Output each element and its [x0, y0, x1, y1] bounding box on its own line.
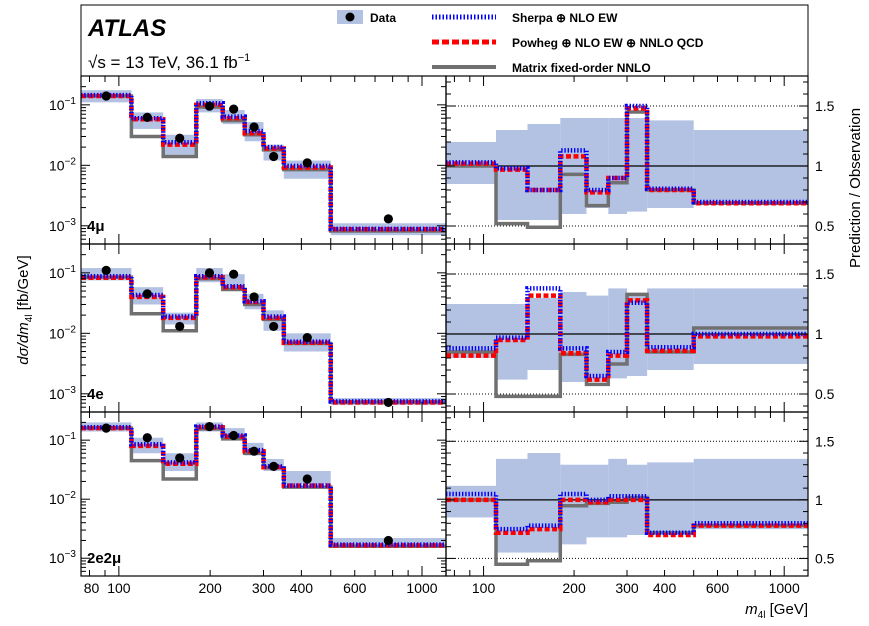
legend: Data Sherpa ⊕ NLO EW Powheg ⊕ NLO EW ⊕ N…	[337, 10, 704, 75]
x-tick-label-left: 1000	[406, 580, 437, 596]
panel-1-data-point	[175, 133, 185, 143]
panel-3-data-point	[101, 423, 111, 433]
panel-2-ratio-band-bin	[586, 295, 609, 382]
panel-3: 10−1 10−2 10−3 1.5 1 0.5 2e2μ	[49, 411, 835, 577]
panel-2-ratio-band-bin	[693, 288, 808, 364]
x-tick-label-left: 300	[252, 580, 276, 596]
panel-3-data-point	[204, 421, 215, 432]
panel-1-y-tick-label: 10−3	[49, 217, 76, 234]
panel-2-xs-sherpa-line	[81, 273, 446, 404]
x-tick-label-left: 400	[290, 580, 314, 596]
x-tick-label-right: 400	[653, 580, 677, 596]
panel-1-ratio-matrix-line	[446, 110, 808, 229]
panel-3-channel-label: 2e2μ	[87, 550, 121, 567]
panel-1-ratio-tick-label: 0.5	[815, 218, 835, 234]
panel-3-ratio-tick-label: 0.5	[815, 550, 835, 566]
panel-1-data-point	[302, 158, 312, 168]
panel-3-ratio-tick-label: 1	[815, 492, 823, 508]
panel-2-data-point	[204, 268, 215, 278]
y-axis-right-title: Prediction / Observation	[847, 108, 864, 268]
panel-3-data-point	[269, 461, 279, 471]
panel-1-xs-sherpa-line	[81, 92, 446, 232]
panel-2-data-point	[229, 269, 239, 279]
panel-2-ratio-powheg-line	[446, 293, 808, 382]
panel-2-y-tick-label: 10−3	[49, 385, 76, 402]
panel-3-data-point	[383, 535, 393, 546]
panel-1-y-tick-label: 10−1	[49, 96, 76, 113]
panel-2-data-point	[175, 321, 185, 332]
panel-1: 10−1 10−2 10−3 1.5 1 0.5 4μ	[49, 75, 835, 245]
y-axis-left-title: dσ/dm4l [fb/GeV]	[15, 255, 35, 364]
panel-2-data-point	[249, 292, 259, 302]
panel-3-right-frame	[445, 411, 809, 577]
x-tick-label-left: 200	[198, 580, 222, 596]
panel-3-data-point	[302, 474, 312, 484]
x-tick-label-left: 600	[343, 580, 367, 596]
panel-1-data-point	[229, 104, 239, 114]
legend-sherpa-label: Sherpa ⊕ NLO EW	[512, 11, 618, 25]
x-tick-label-right: 1000	[769, 580, 800, 596]
panel-2-data-point	[302, 332, 312, 343]
panel-3-ratio-band-bin	[527, 453, 561, 553]
panel-2-ratio-tick-label: 1	[815, 326, 823, 342]
panel-3-y-tick-label: 10−2	[49, 490, 76, 507]
legend-data-marker	[345, 12, 355, 22]
x-tick-label-left: 100	[107, 580, 131, 596]
panel-2-data-point	[269, 321, 279, 332]
energy-label: √s = 13 TeV, 36.1 fb−1	[88, 52, 250, 72]
panel-2-ratio-sherpa-line	[446, 286, 808, 379]
panel-1-data-point	[269, 151, 279, 162]
panel-3-xs-sherpa-line	[81, 424, 446, 547]
legend-matrix-label: Matrix fixed-order NNLO	[512, 61, 651, 75]
panel-1-ratio-band-bin	[647, 120, 694, 208]
panel-1-ratio-band-bin	[627, 118, 648, 212]
panel-2-ratio-band-bin	[627, 294, 648, 376]
x-tick-label-right: 100	[472, 580, 496, 596]
panel-3-y-tick-label: 10−1	[49, 431, 76, 448]
panel-3-ratio-sherpa-line	[446, 491, 808, 535]
panel-1-ratio-tick-label: 1	[815, 158, 823, 174]
panel-1-data-point	[383, 214, 393, 224]
panel-1-channel-label: 4μ	[87, 218, 105, 235]
x-axis-title: m4l [GeV]	[745, 601, 808, 621]
panel-3-ratio-band-bin	[496, 458, 528, 553]
panel-1-data-point	[142, 112, 152, 123]
legend-data-label: Data	[370, 11, 396, 25]
panel-3-data-point	[229, 430, 239, 441]
panel-2-data-point	[142, 289, 152, 299]
panel-2-y-tick-label: 10−2	[49, 324, 76, 341]
panel-2-channel-label: 4e	[87, 386, 104, 403]
panel-1-ratio-band-bin	[527, 124, 561, 220]
panel-3-ratio-tick-label: 1.5	[815, 433, 835, 449]
panel-2-data-point	[383, 397, 393, 408]
panel-2-y-tick-label: 10−1	[49, 264, 76, 281]
panel-1-data-point	[249, 122, 259, 132]
legend-powheg-label: Powheg ⊕ NLO EW ⊕ NNLO QCD	[512, 36, 704, 50]
panel-1-data-point	[204, 101, 215, 111]
panel-1-y-tick-label: 10−2	[49, 156, 76, 173]
panel-1-ratio-tick-label: 1.5	[815, 98, 835, 114]
x-tick-label-right: 600	[706, 580, 730, 596]
panel-2-data-point	[101, 265, 111, 275]
panel-3-data-point	[142, 433, 152, 443]
panel-2-ratio-tick-label: 0.5	[815, 386, 835, 402]
panel-2-ratio-band-bin	[647, 288, 694, 370]
panel-2-ratio-band-bin	[560, 292, 587, 382]
panel-3-data-point	[249, 446, 259, 456]
x-tick-label-right: 200	[562, 580, 586, 596]
plot-area: 10−1 10−2 10−3 1.5 1 0.5 4μ 10−1 10−2 10−3 1.5 1 0.5…	[49, 75, 835, 596]
panel-1-data-point	[101, 91, 111, 101]
x-tick-label-left: 80	[84, 580, 100, 596]
atlas-label: ATLAS	[87, 15, 166, 42]
x-tick-label-right: 300	[615, 580, 639, 596]
panel-1-ratio-band-bin	[586, 118, 609, 208]
panel-2-ratio-tick-label: 1.5	[815, 266, 835, 282]
panel-3-y-tick-label: 10−3	[49, 549, 76, 566]
panel-1-ratio-band-bin	[496, 130, 528, 220]
panel-3-data-point	[175, 453, 185, 463]
panel-3-ratio-band-bin	[647, 462, 694, 533]
panel-3-ratio-band-bin	[693, 458, 808, 530]
